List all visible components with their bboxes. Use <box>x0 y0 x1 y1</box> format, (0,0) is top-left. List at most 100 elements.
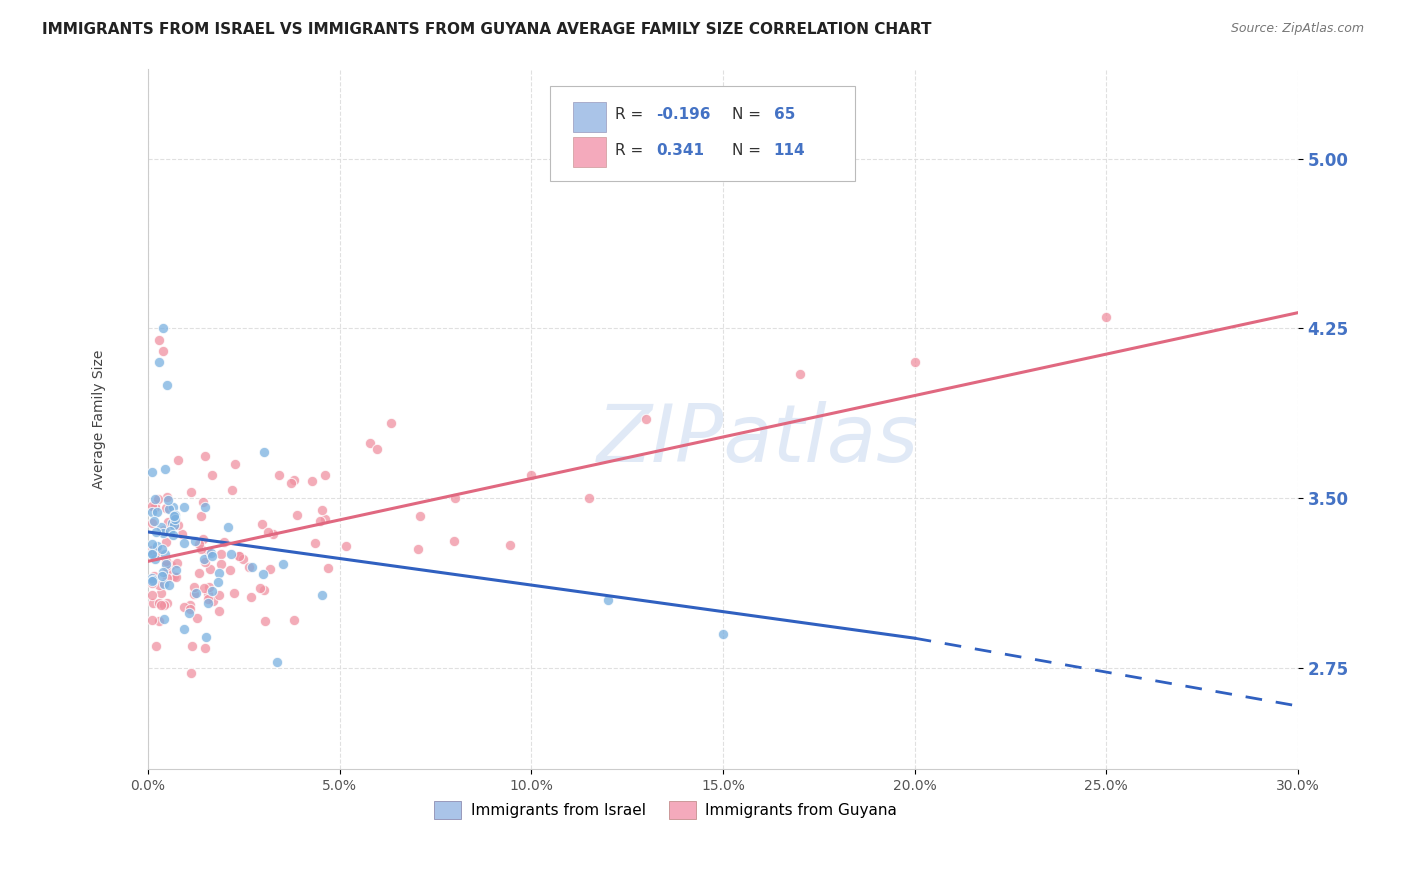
Point <box>145 640 167 654</box>
Point <box>283 473 305 487</box>
Point <box>165 517 187 532</box>
Point <box>191 532 214 546</box>
Point <box>167 452 190 467</box>
Point <box>301 474 323 488</box>
Point <box>197 596 219 610</box>
Point <box>157 502 180 516</box>
Point <box>190 541 212 556</box>
Point <box>283 613 305 627</box>
Point <box>143 500 166 514</box>
Point <box>201 468 224 483</box>
Point <box>183 581 205 595</box>
Point <box>253 582 276 597</box>
Point <box>197 545 219 559</box>
Point <box>184 586 207 600</box>
Point <box>141 588 163 602</box>
Point <box>316 560 339 574</box>
Point <box>184 534 207 549</box>
Point <box>280 475 302 490</box>
Point <box>142 574 165 588</box>
Point <box>249 581 271 595</box>
Point <box>194 500 217 514</box>
Point <box>257 525 280 540</box>
Point <box>191 495 214 509</box>
Point <box>187 566 209 580</box>
Point <box>150 585 173 599</box>
Legend: Immigrants from Israel, Immigrants from Guyana: Immigrants from Israel, Immigrants from … <box>427 795 903 825</box>
Point <box>207 574 229 589</box>
Point <box>141 574 163 589</box>
Point <box>183 587 205 601</box>
FancyBboxPatch shape <box>551 86 855 181</box>
Point <box>212 534 235 549</box>
Point <box>197 587 219 601</box>
Point <box>165 512 187 526</box>
Point <box>145 505 167 519</box>
Point <box>156 565 179 579</box>
Point <box>311 588 333 602</box>
Point <box>253 614 276 628</box>
Point <box>155 554 177 568</box>
Point <box>143 551 166 566</box>
Point <box>596 592 619 607</box>
Point <box>194 640 217 655</box>
Point <box>141 613 163 627</box>
Point <box>150 542 173 557</box>
Point <box>190 508 212 523</box>
Point <box>143 491 166 506</box>
Point <box>187 537 209 551</box>
Point <box>253 445 276 459</box>
Point <box>173 500 195 515</box>
Point <box>142 596 165 610</box>
Point <box>267 468 290 483</box>
Point <box>499 538 522 552</box>
Point <box>157 492 180 507</box>
Point <box>148 614 170 628</box>
Point <box>232 551 254 566</box>
Point <box>197 592 219 607</box>
Point <box>314 512 336 526</box>
Point <box>141 499 163 513</box>
Point <box>162 528 184 542</box>
Point <box>202 594 225 608</box>
Point <box>149 519 172 533</box>
Point <box>179 602 201 616</box>
Point <box>228 549 250 563</box>
Point <box>193 551 215 566</box>
Point <box>155 559 177 574</box>
Y-axis label: Average Family Size: Average Family Size <box>93 350 107 489</box>
Point <box>156 515 179 529</box>
Point <box>155 535 177 549</box>
Point <box>143 514 166 528</box>
Bar <box>574 137 606 167</box>
Point <box>160 516 183 530</box>
Point <box>250 517 273 532</box>
Point <box>314 467 336 482</box>
Point <box>181 640 204 654</box>
Point <box>146 491 169 506</box>
Point <box>520 468 543 483</box>
Text: Source: ZipAtlas.com: Source: ZipAtlas.com <box>1230 22 1364 36</box>
Point <box>193 581 215 595</box>
Point <box>163 509 186 524</box>
Point <box>156 378 179 392</box>
Point <box>201 549 224 563</box>
Point <box>197 580 219 594</box>
Point <box>711 626 734 640</box>
Point <box>380 416 402 430</box>
Point <box>789 367 811 381</box>
Point <box>273 557 295 571</box>
Point <box>153 523 176 537</box>
Point <box>209 557 232 571</box>
Point <box>180 485 202 500</box>
Point <box>155 547 177 561</box>
Point <box>163 517 186 532</box>
Point <box>186 610 208 624</box>
Point <box>141 505 163 519</box>
Point <box>221 483 243 497</box>
Point <box>266 655 288 669</box>
Point <box>180 666 202 681</box>
Point <box>156 571 179 585</box>
Point <box>179 599 201 613</box>
Point <box>157 578 180 592</box>
